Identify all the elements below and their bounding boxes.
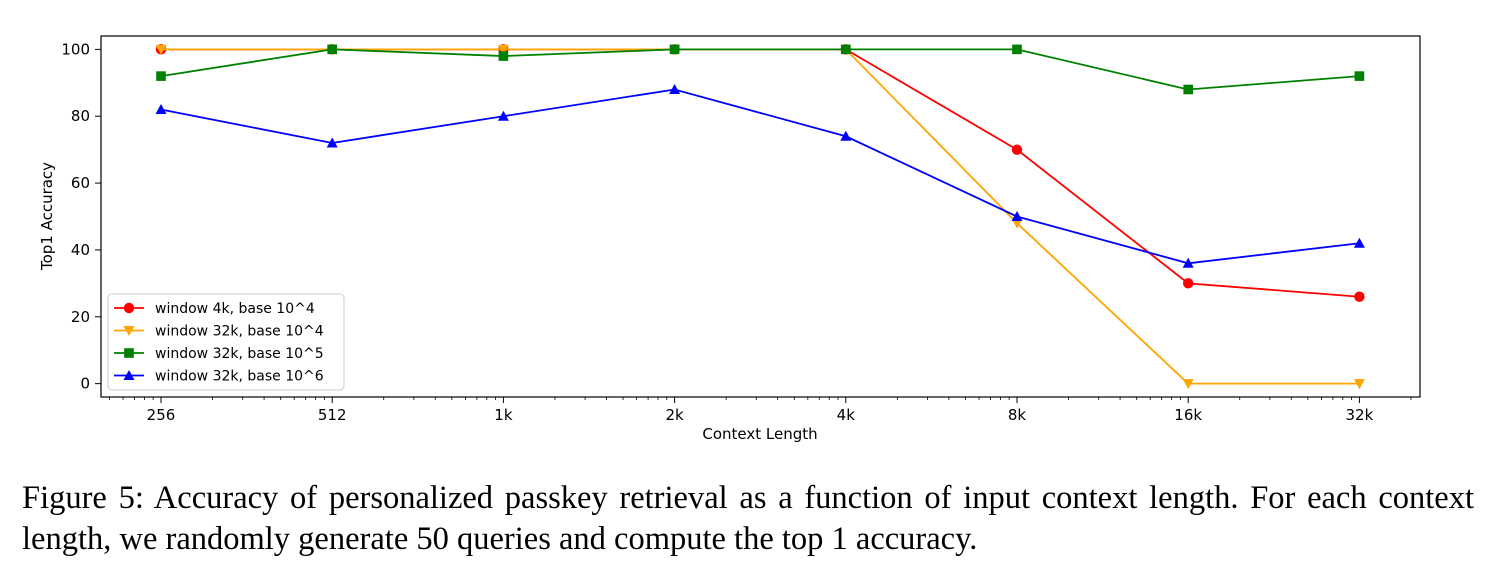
data-point <box>155 104 167 115</box>
legend-label: window 32k, base 10^6 <box>155 369 324 385</box>
legend-item: window 4k, base 10^4 <box>114 301 315 317</box>
plot-frame <box>100 35 1421 398</box>
legend-item: window 32k, base 10^6 <box>114 369 324 385</box>
data-point <box>1183 84 1193 95</box>
legend-box <box>107 293 345 391</box>
data-point <box>155 44 167 55</box>
x-tick-label: 256 <box>147 406 176 424</box>
data-point <box>1353 379 1365 390</box>
data-point <box>840 130 852 141</box>
y-tick-label: 40 <box>71 241 90 259</box>
y-tick-label: 100 <box>61 40 90 58</box>
series-line <box>161 48 1360 298</box>
data-point <box>327 44 337 55</box>
data-point <box>497 44 509 55</box>
data-point <box>1011 144 1023 155</box>
data-point <box>326 137 338 148</box>
x-tick-label: 2k <box>665 406 684 424</box>
legend-item: window 32k, base 10^5 <box>114 346 324 362</box>
legend-swatch-marker <box>124 348 134 358</box>
x-minor-ticks <box>109 397 1412 400</box>
x-tick-label: 4k <box>837 406 856 424</box>
legend-label: window 32k, base 10^5 <box>155 346 324 362</box>
legend-item: window 32k, base 10^4 <box>114 324 324 340</box>
chart: 256 512 1k 2k 4k 8k 16k 32k 0 20 40 60 80 100 Contex… <box>38 35 1421 443</box>
x-axis-ticks: 256 512 1k 2k 4k 8k 16k 32k <box>147 397 1374 424</box>
y-tick-label: 60 <box>71 174 90 192</box>
series-line <box>160 48 1360 91</box>
data-point <box>841 44 851 55</box>
data-point <box>1354 291 1365 302</box>
legend-swatch-marker <box>123 326 135 336</box>
data-point <box>669 83 681 94</box>
x-tick-label: 16k <box>1174 406 1202 424</box>
legend-swatch-marker <box>123 370 135 380</box>
figure-caption: Figure 5: Accuracy of personalized passk… <box>22 480 1474 557</box>
y-tick-label: 80 <box>71 107 90 125</box>
data-point <box>1182 379 1194 390</box>
data-point <box>497 110 509 121</box>
series-4 <box>155 83 1365 268</box>
series-layer <box>155 44 1365 390</box>
data-point <box>1011 218 1023 229</box>
data-point <box>1182 257 1194 268</box>
y-tick-label: 0 <box>80 375 90 393</box>
series-line <box>160 88 1360 265</box>
data-point <box>669 44 680 55</box>
y-axis-ticks: 0 20 40 60 80 100 <box>61 40 101 393</box>
x-tick-label: 1k <box>494 406 513 424</box>
series-3 <box>156 44 1365 95</box>
series-1 <box>155 44 1365 302</box>
x-tick-label: 8k <box>1008 406 1027 424</box>
data-point <box>1354 71 1365 81</box>
legend-label: window 32k, base 10^4 <box>155 324 324 340</box>
legend: window 4k, base 10^4 window 32k, base 10^… <box>107 293 345 391</box>
y-tick-label: 20 <box>71 308 90 326</box>
data-point <box>156 71 166 81</box>
y-axis-label: Top1 Accuracy <box>38 162 56 271</box>
legend-label: window 4k, base 10^4 <box>155 301 315 317</box>
x-tick-label: 32k <box>1346 406 1374 424</box>
data-point <box>1012 44 1022 55</box>
x-tick-label: 512 <box>318 406 347 424</box>
data-point <box>1011 211 1023 221</box>
data-point <box>498 51 509 61</box>
x-axis-label: Context Length <box>702 425 817 443</box>
data-point <box>1353 237 1365 248</box>
legend-swatch-marker <box>123 302 135 314</box>
data-point <box>1183 278 1194 289</box>
